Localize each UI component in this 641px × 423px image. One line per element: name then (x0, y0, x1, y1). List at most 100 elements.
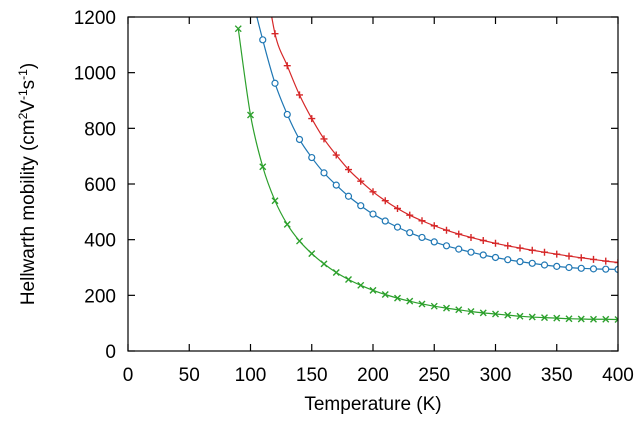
data-point (602, 315, 610, 323)
data-point (479, 237, 487, 245)
data-point (271, 197, 279, 205)
data-point (577, 315, 585, 323)
data-point (308, 153, 316, 162)
data-point (332, 181, 340, 189)
data-point (418, 217, 426, 225)
y-axis-title-part: -1 (16, 69, 30, 80)
data-point (418, 233, 426, 242)
data-point (357, 177, 365, 185)
data-point (381, 291, 389, 298)
data-point (455, 306, 463, 314)
series-circle (256, 17, 618, 274)
data-point (369, 210, 377, 218)
plot-frame (127, 16, 619, 352)
y-tick-label: 1000 (74, 64, 116, 85)
data-point (504, 256, 512, 264)
series-plus (271, 17, 618, 266)
data-point (418, 300, 426, 308)
data-point (553, 314, 561, 322)
data-point (406, 229, 414, 237)
series-layer (234, 17, 618, 324)
data-point (320, 169, 328, 177)
data-point (565, 263, 573, 272)
data-point (528, 259, 536, 267)
data-point (283, 220, 291, 228)
data-point (443, 304, 450, 312)
data-point (332, 151, 340, 159)
data-point (614, 265, 618, 274)
x-tick-label: 50 (179, 365, 200, 386)
data-point (247, 111, 254, 119)
data-point (479, 251, 487, 259)
data-point (295, 135, 304, 144)
data-point (406, 297, 414, 305)
y-tick-label: 0 (105, 342, 116, 363)
data-point (393, 223, 402, 231)
data-point (381, 217, 389, 225)
data-point (479, 309, 487, 317)
data-point (442, 242, 451, 250)
data-point (283, 62, 291, 70)
data-point (491, 253, 500, 262)
data-point (308, 250, 316, 258)
data-point (541, 248, 548, 256)
data-point (430, 302, 438, 310)
data-point (504, 311, 512, 319)
data-point (443, 226, 450, 234)
y-tick-label: 400 (84, 231, 116, 252)
data-point (394, 294, 401, 302)
data-point (369, 188, 377, 196)
data-point (492, 310, 499, 318)
data-point (565, 315, 573, 323)
data-point (234, 25, 242, 33)
data-point (540, 261, 549, 269)
data-point (369, 286, 377, 294)
data-point (406, 211, 414, 219)
data-point (565, 252, 573, 260)
data-point (577, 264, 585, 272)
y-axis-title-part: 2 (16, 112, 30, 119)
data-point (516, 312, 524, 320)
data-point (345, 275, 352, 283)
data-point (455, 245, 463, 253)
y-tick-label: 200 (84, 286, 116, 307)
data-point (296, 237, 303, 245)
series-line (237, 28, 618, 321)
data-point (590, 255, 597, 263)
data-point (320, 135, 328, 143)
data-point (259, 163, 267, 171)
data-point (467, 307, 475, 315)
data-point (357, 202, 365, 210)
y-axis-title: Hellwarth mobility (cm2V-1s-1) (16, 63, 39, 305)
y-tick-label: 600 (84, 175, 116, 196)
data-point (589, 265, 598, 273)
data-point (467, 233, 475, 241)
data-point (271, 30, 279, 38)
y-axis-title-part: s (18, 80, 39, 90)
data-point (516, 244, 524, 252)
x-tick-label: 300 (480, 365, 512, 386)
data-point (541, 314, 548, 322)
data-point (602, 265, 610, 273)
data-point (528, 246, 536, 254)
data-point (516, 258, 524, 266)
ticks-layer: 0 50 100 150 200 250 300 350 400 0 200 400 600 800 100… (74, 8, 634, 386)
data-point (332, 269, 340, 277)
data-point (381, 197, 389, 205)
data-point (344, 192, 353, 200)
data-point (271, 79, 279, 87)
data-point (455, 230, 463, 238)
x-tick-label: 0 (123, 365, 134, 386)
data-point (602, 257, 610, 265)
data-point (553, 250, 561, 258)
data-point (308, 115, 316, 123)
x-axis-title: Temperature (K) (304, 394, 441, 415)
data-point (320, 260, 328, 268)
data-point (614, 316, 618, 324)
data-point (590, 315, 597, 323)
data-point (504, 242, 512, 250)
data-point (345, 166, 352, 174)
y-axis-title-part: ) (18, 63, 39, 69)
data-point (467, 248, 475, 256)
